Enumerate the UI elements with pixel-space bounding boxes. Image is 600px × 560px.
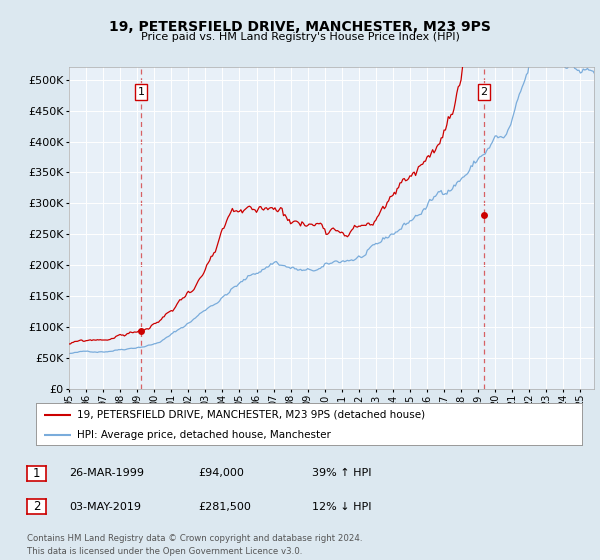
Text: 1: 1: [33, 466, 40, 480]
Text: Contains HM Land Registry data © Crown copyright and database right 2024.
This d: Contains HM Land Registry data © Crown c…: [27, 534, 362, 556]
Text: £281,500: £281,500: [198, 502, 251, 512]
Text: 12% ↓ HPI: 12% ↓ HPI: [312, 502, 371, 512]
Text: Price paid vs. HM Land Registry's House Price Index (HPI): Price paid vs. HM Land Registry's House …: [140, 32, 460, 42]
Text: 2: 2: [33, 500, 40, 514]
Text: 03-MAY-2019: 03-MAY-2019: [69, 502, 141, 512]
Text: 39% ↑ HPI: 39% ↑ HPI: [312, 468, 371, 478]
Text: 26-MAR-1999: 26-MAR-1999: [69, 468, 144, 478]
Text: 19, PETERSFIELD DRIVE, MANCHESTER, M23 9PS: 19, PETERSFIELD DRIVE, MANCHESTER, M23 9…: [109, 20, 491, 34]
Text: 1: 1: [137, 87, 145, 97]
Text: 19, PETERSFIELD DRIVE, MANCHESTER, M23 9PS (detached house): 19, PETERSFIELD DRIVE, MANCHESTER, M23 9…: [77, 409, 425, 419]
Text: HPI: Average price, detached house, Manchester: HPI: Average price, detached house, Manc…: [77, 430, 331, 440]
Text: £94,000: £94,000: [198, 468, 244, 478]
Text: 2: 2: [481, 87, 487, 97]
